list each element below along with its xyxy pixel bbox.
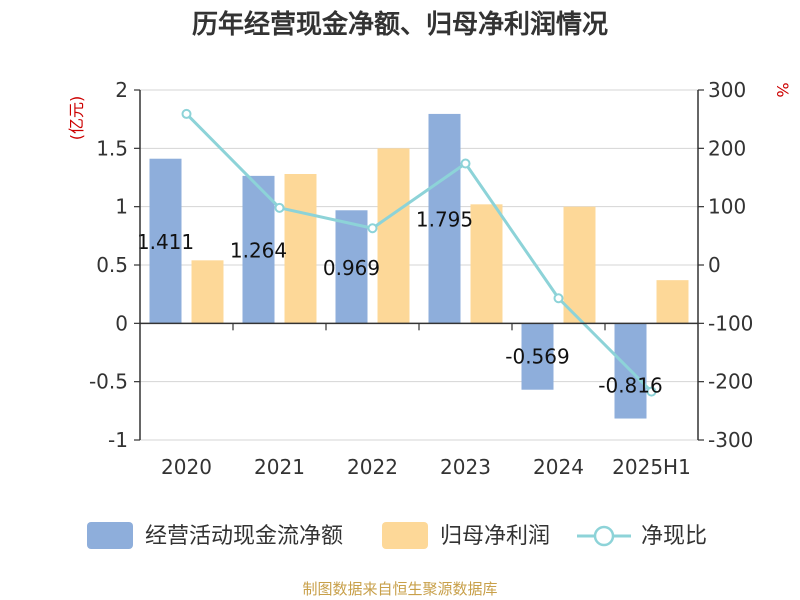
right-tick-label: 300: [708, 78, 746, 102]
bar-cashflow: [242, 175, 275, 324]
ratio-point: [553, 293, 564, 304]
x-tick-label: 2020: [161, 455, 212, 479]
bar-profit: [284, 174, 317, 324]
ratio-line: [181, 108, 657, 397]
left-tick-label: 1.5: [96, 136, 128, 160]
ratio-point: [646, 386, 657, 397]
left-axis-ticks: 2 1.5 1 0.5 0 -0.5 -1: [89, 78, 140, 452]
bar-profit: [191, 260, 224, 324]
right-tick-label: 0: [708, 253, 721, 277]
ratio-point: [274, 202, 285, 213]
left-tick-label: 1: [115, 195, 128, 219]
legend-swatch-cashflow: [87, 522, 133, 549]
legend-marker-ratio: [593, 525, 615, 547]
legend-label-ratio: 净现比: [641, 524, 707, 549]
bar-cashflow: [335, 210, 368, 324]
data-labels: 1.411 1.264 0.969 1.795 -0.569 -0.816: [137, 208, 663, 398]
right-tick-label: -200: [708, 370, 753, 394]
x-tick-label: 2022: [347, 455, 398, 479]
bar-cashflow: [521, 323, 554, 390]
ratio-point: [460, 158, 471, 169]
chart-title: 历年经营现金净额、归母净利润情况: [192, 9, 608, 40]
bars: [149, 113, 689, 419]
right-tick-label: 100: [708, 195, 746, 219]
axes: [139, 90, 699, 440]
cashflow-value-label: -0.569: [505, 345, 569, 369]
left-tick-label: -0.5: [89, 370, 128, 394]
ratio-line-path: [185, 112, 653, 393]
x-tick-label: 2023: [440, 455, 491, 479]
right-tick-label: -300: [708, 428, 753, 452]
bar-profit: [470, 204, 503, 324]
cashflow-value-label: 1.411: [137, 230, 194, 254]
x-axis-ticks: 2020 2021 2022 2023 2024 2025H1: [161, 455, 691, 479]
bar-cashflow: [428, 113, 461, 324]
bar-profit: [656, 280, 689, 324]
x-tick-label: 2025H1: [612, 455, 691, 479]
right-tick-label: -100: [708, 311, 753, 335]
x-tick-label: 2024: [533, 455, 584, 479]
ratio-point: [367, 223, 378, 234]
ratio-point: [181, 108, 192, 119]
left-tick-label: 0.5: [96, 253, 128, 277]
legend-swatch-profit: [382, 522, 428, 549]
left-axis-unit: (亿元): [67, 96, 86, 141]
source-note: 制图数据来自恒生聚源数据库: [302, 580, 497, 598]
legend-label-cashflow: 经营活动现金流净额: [145, 524, 343, 549]
left-tick-label: 2: [115, 78, 128, 102]
cashflow-value-label: 1.795: [416, 208, 473, 232]
cashflow-value-label: 1.264: [230, 239, 287, 263]
right-axis-unit: %: [773, 82, 792, 97]
legend: 经营活动现金流净额 归母净利润 净现比: [87, 522, 707, 549]
bar-profit: [377, 148, 410, 324]
cashflow-value-label: -0.816: [598, 374, 662, 398]
bar-cashflow: [149, 158, 182, 324]
right-axis-ticks: 300 200 100 0 -100 -200 -300: [698, 78, 753, 452]
left-tick-label: -1: [108, 428, 128, 452]
right-tick-label: 200: [708, 136, 746, 160]
x-tick-label: 2021: [254, 455, 305, 479]
cashflow-value-label: 0.969: [323, 256, 380, 280]
legend-label-profit: 归母净利润: [440, 524, 550, 549]
bar-profit: [563, 206, 596, 324]
left-tick-label: 0: [115, 311, 128, 335]
